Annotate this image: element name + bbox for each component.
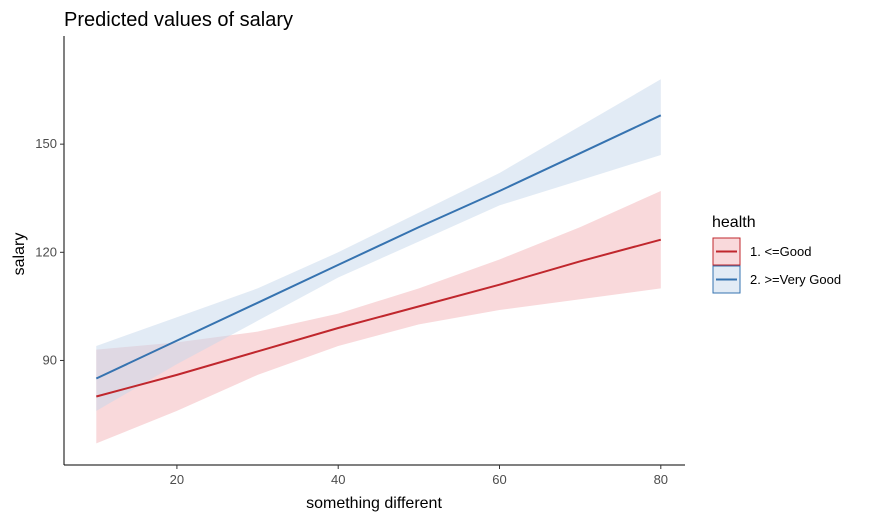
legend-label-2: 2. >=Very Good: [750, 272, 841, 287]
x-tick-label: 60: [492, 472, 506, 487]
legend-label-1: 1. <=Good: [750, 244, 811, 259]
x-tick-label: 80: [654, 472, 668, 487]
y-tick-label: 150: [35, 136, 57, 151]
x-ticks: 20 40 60 80: [170, 465, 668, 487]
y-tick-label: 120: [35, 244, 57, 259]
legend: health 1. <=Good 2. >=Very Good: [712, 214, 841, 294]
confidence-bands: [96, 79, 661, 444]
chart-title: Predicted values of salary: [64, 9, 293, 31]
series-lines: [95, 114, 662, 398]
x-axis-title: something different: [306, 495, 442, 512]
legend-title: health: [712, 214, 756, 231]
y-ticks: 90 120 150: [35, 136, 64, 367]
y-tick-label: 90: [43, 352, 57, 367]
x-tick-label: 20: [170, 472, 184, 487]
series-line-2: [95, 114, 662, 380]
x-tick-label: 40: [331, 472, 345, 487]
series-line-1: [96, 238, 662, 398]
y-axis-title: salary: [11, 233, 28, 276]
